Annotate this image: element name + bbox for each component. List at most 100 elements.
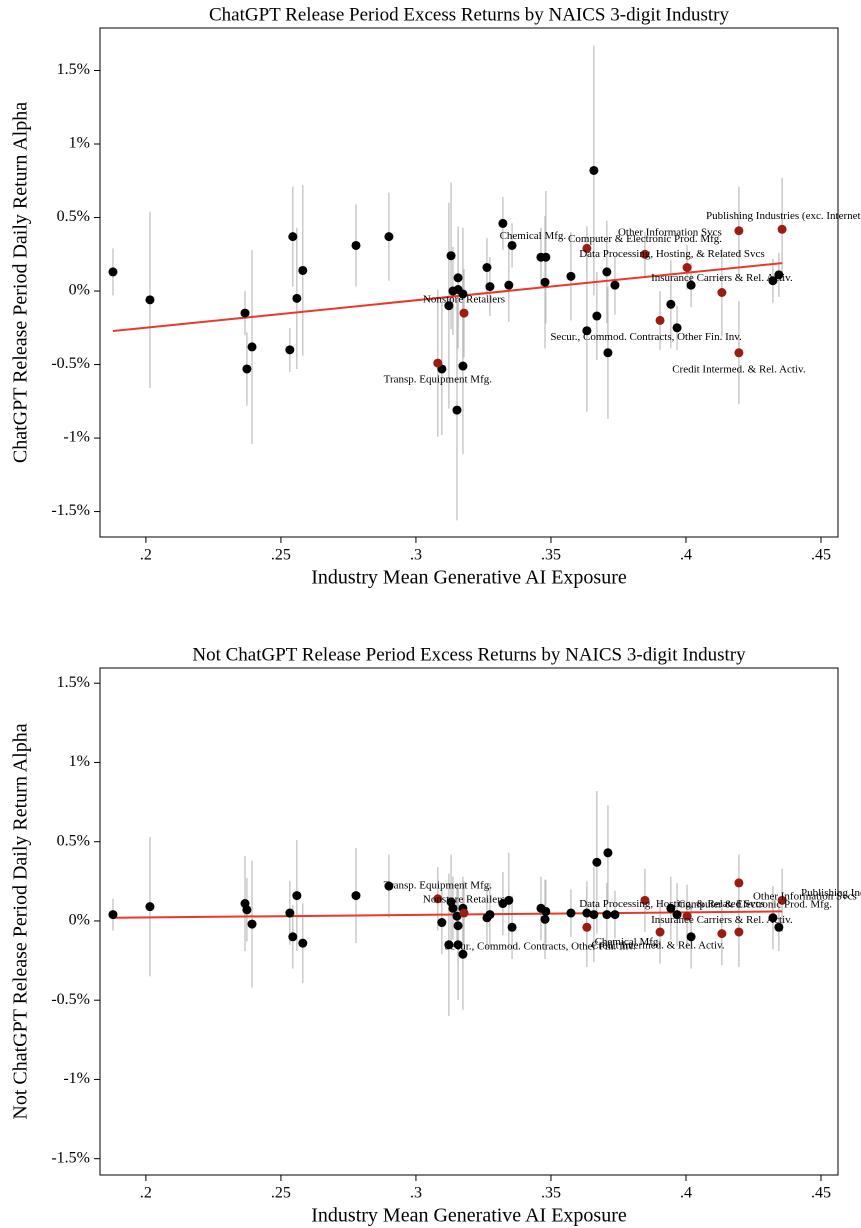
x-tick-label: .3	[410, 547, 422, 564]
y-tick-label: -0.5%	[51, 355, 90, 372]
point	[145, 295, 155, 305]
point	[566, 908, 576, 918]
point	[589, 165, 599, 175]
point	[485, 910, 495, 920]
point	[774, 270, 784, 280]
point	[433, 358, 443, 368]
x-axis-label: Industry Mean Generative AI Exposure	[311, 1205, 627, 1227]
point	[458, 361, 468, 371]
point-label: Data Processing, Hosting, & Related Svcs	[579, 248, 764, 260]
point	[655, 315, 665, 325]
y-axis-label: ChatGPT Release Period Daily Return Alph…	[10, 102, 32, 463]
y-tick-label: 0.5%	[57, 832, 90, 849]
point	[452, 911, 462, 921]
fit-line	[112, 262, 783, 333]
point-label: Credit Intermed. & Rel. Activ.	[591, 940, 725, 952]
y-tick-label: 1.5%	[57, 61, 90, 78]
point	[507, 922, 517, 932]
point	[507, 240, 517, 250]
x-tick-label: .45	[811, 1185, 831, 1202]
point	[384, 881, 394, 891]
point	[610, 910, 620, 920]
point	[592, 857, 602, 867]
point-label: Other Information Svcs	[618, 226, 722, 238]
x-tick-label: .2	[140, 547, 152, 564]
y-axis-label: Not ChatGPT Release Period Daily Return …	[10, 723, 32, 1119]
y-tick-label: -1.5%	[51, 1149, 90, 1166]
point	[734, 927, 744, 937]
x-tick-label: .25	[271, 1185, 291, 1202]
point	[540, 914, 550, 924]
point	[734, 878, 744, 888]
point	[292, 891, 302, 901]
point	[458, 289, 468, 299]
x-tick-label: .35	[541, 547, 561, 564]
y-tick-label: -1.5%	[51, 502, 90, 519]
point	[285, 345, 295, 355]
point	[777, 895, 787, 905]
point	[444, 301, 454, 311]
point-label: Computer & Electronic Prod. Mfg.	[568, 233, 722, 245]
point	[446, 251, 456, 261]
point	[541, 252, 551, 262]
point	[768, 276, 778, 286]
point	[504, 895, 514, 905]
point	[774, 922, 784, 932]
point-label: Computer & Electronic Prod. Mfg.	[678, 899, 832, 911]
point	[602, 910, 612, 920]
y-tick-label: 0.5%	[57, 208, 90, 225]
point-label: Data Processing, Hosting, & Related Svcs	[579, 898, 764, 910]
point-label: Transp. Equipment Mfg.	[384, 879, 493, 891]
point-label: Nonstore Retailers	[423, 294, 505, 306]
point	[566, 271, 576, 281]
point	[686, 280, 696, 290]
point	[640, 249, 650, 259]
point-label: Insurance Carriers & Rel. Activ.	[651, 914, 793, 926]
point	[777, 224, 787, 234]
point	[603, 348, 613, 358]
point	[292, 293, 302, 303]
point	[298, 265, 308, 275]
point	[240, 308, 250, 318]
point	[437, 918, 447, 928]
point	[247, 342, 257, 352]
y-tick-label: -0.5%	[51, 991, 90, 1008]
point	[288, 232, 298, 242]
point	[768, 913, 778, 923]
point-label: Secur., Commod. Contracts, Other Fin. In…	[444, 941, 636, 953]
plot-frame	[99, 667, 839, 1176]
point	[655, 927, 665, 937]
point	[351, 240, 361, 250]
point	[717, 929, 727, 939]
point-label: Publishing Industries (exc. Internet)	[801, 887, 861, 899]
point	[582, 908, 592, 918]
point	[504, 280, 514, 290]
point-label: Secur., Commod. Contracts, Other Fin. In…	[550, 331, 742, 343]
point	[666, 903, 676, 913]
y-tick-label: 0%	[69, 912, 90, 929]
point	[288, 932, 298, 942]
point	[242, 364, 252, 374]
point-label: Insurance Carriers & Rel. Activ.	[651, 272, 793, 284]
point	[384, 232, 394, 242]
x-tick-label: .2	[140, 1185, 152, 1202]
point	[453, 940, 463, 950]
point	[453, 921, 463, 931]
point	[242, 905, 252, 915]
chart-title: Not ChatGPT Release Period Excess Return…	[192, 644, 746, 665]
point	[351, 891, 361, 901]
point	[602, 267, 612, 277]
point	[666, 299, 676, 309]
point	[459, 308, 469, 318]
point	[498, 218, 508, 228]
y-tick-label: 0%	[69, 282, 90, 299]
point	[541, 906, 551, 916]
point	[145, 902, 155, 912]
plot-frame	[99, 27, 839, 538]
y-tick-label: -1%	[63, 1070, 90, 1087]
point	[672, 910, 682, 920]
point	[589, 910, 599, 920]
x-tick-label: .45	[811, 547, 831, 564]
x-tick-label: .3	[410, 1185, 422, 1202]
